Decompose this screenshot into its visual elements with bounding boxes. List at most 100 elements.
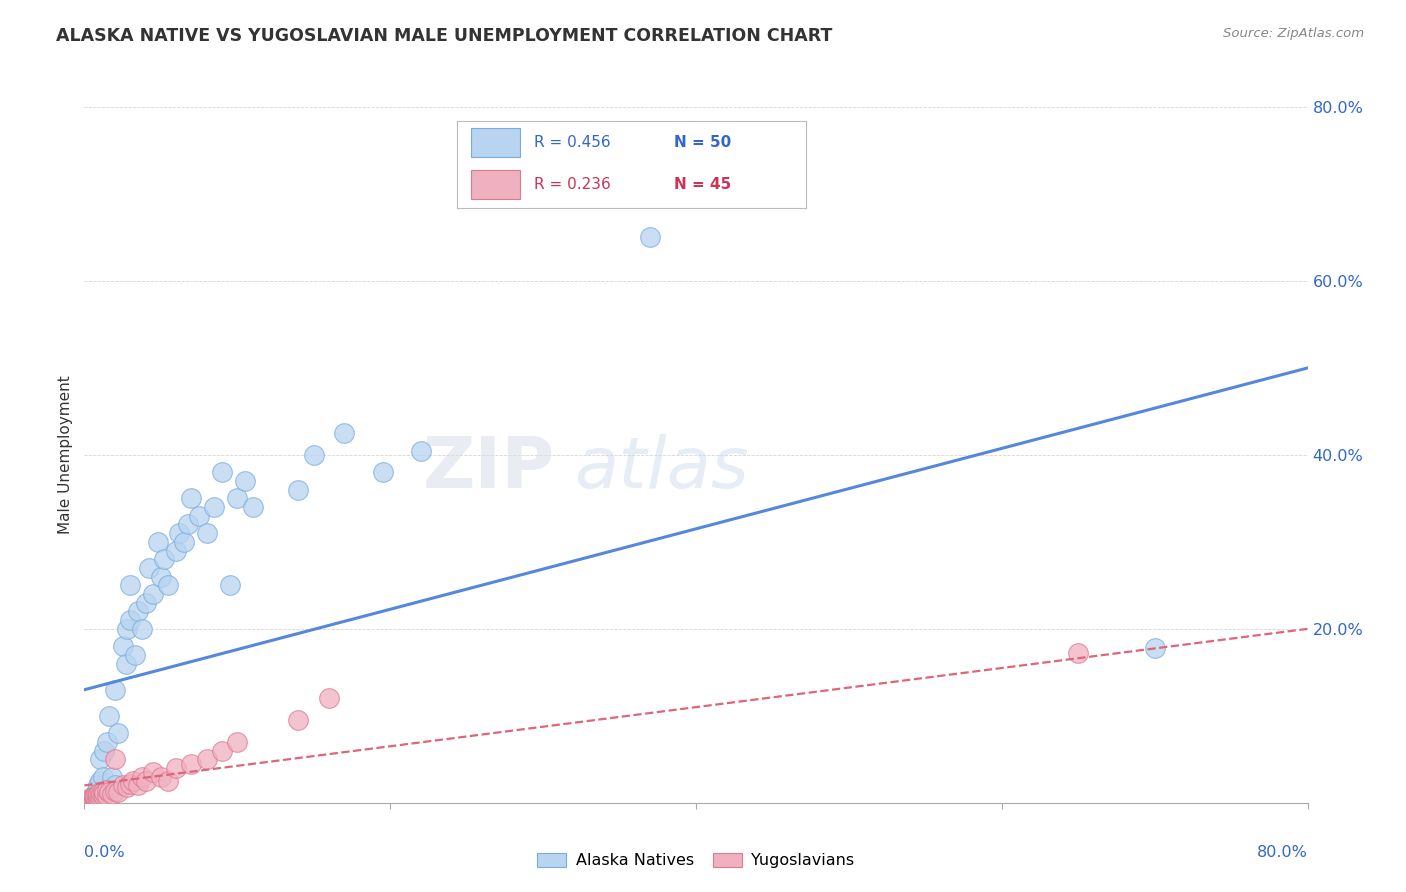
Point [107,726,129,740]
Point [195,526,218,541]
Point [173,534,195,549]
Point [180,756,202,771]
Point [84,791,107,805]
Point [226,735,249,749]
Point [167,526,190,541]
Point [287,713,309,727]
Point [101,770,124,784]
Point [80,791,103,805]
Point [142,587,165,601]
Point [90,787,112,801]
Point [104,778,127,792]
Point [115,622,138,636]
Point [111,639,134,653]
Point [180,491,202,506]
Point [142,765,165,780]
Text: atlas: atlas [574,434,748,503]
Point [188,508,211,523]
Point [287,483,309,497]
Point [77,793,100,807]
Point [120,613,142,627]
Point [127,778,149,792]
Text: 80.0%: 80.0% [1257,845,1308,860]
Point [79,792,101,806]
Text: 0.0%: 0.0% [84,845,125,860]
Point [371,466,394,480]
Point [226,491,249,506]
Point [302,448,325,462]
Point [165,543,187,558]
Point [80,790,103,805]
Point [115,780,138,794]
Point [131,770,153,784]
Point [233,474,256,488]
Point [104,752,127,766]
Point [89,774,111,789]
Point [195,752,218,766]
Point [1143,640,1166,655]
Point [120,777,142,791]
Point [89,752,111,766]
Point [202,500,225,514]
Point [76,794,98,808]
Point [146,534,169,549]
Point [84,789,107,803]
Point [84,787,107,801]
Point [79,791,101,805]
Point [120,578,142,592]
Point [149,570,172,584]
Point [80,793,103,807]
Point [96,782,118,797]
Point [104,682,127,697]
Point [93,786,115,800]
Point [93,744,115,758]
Point [86,782,108,797]
Point [87,778,110,792]
Point [122,774,145,789]
Point [153,552,176,566]
Legend: Alaska Natives, Yugoslavians: Alaska Natives, Yugoslavians [531,847,860,875]
Point [333,426,356,441]
Point [86,788,108,802]
Point [104,783,127,797]
Point [127,605,149,619]
Point [1067,646,1090,660]
Text: ZIP: ZIP [423,434,555,503]
Point [165,761,187,775]
Point [83,789,105,804]
Text: ALASKA NATIVE VS YUGOSLAVIAN MALE UNEMPLOYMENT CORRELATION CHART: ALASKA NATIVE VS YUGOSLAVIAN MALE UNEMPL… [56,27,832,45]
Point [177,517,200,532]
Point [96,735,118,749]
Point [135,774,157,789]
Point [101,787,124,801]
Point [96,782,118,797]
Y-axis label: Male Unemployment: Male Unemployment [58,376,73,534]
Point [157,578,180,592]
Point [91,784,114,798]
Point [149,770,172,784]
Point [124,648,146,662]
Point [107,785,129,799]
Point [97,785,120,799]
Point [89,785,111,799]
Point [211,466,233,480]
Point [91,770,114,784]
Point [138,561,160,575]
Point [638,230,661,244]
Point [157,774,180,789]
Point [97,708,120,723]
Point [218,578,240,592]
Point [242,500,264,514]
Point [87,789,110,804]
Point [114,657,136,671]
Point [131,622,153,636]
Point [135,596,157,610]
Point [89,789,111,803]
Point [86,790,108,805]
Point [318,691,340,706]
Text: Source: ZipAtlas.com: Source: ZipAtlas.com [1223,27,1364,40]
Point [211,744,233,758]
Point [409,443,432,458]
Point [96,789,118,803]
Point [111,778,134,792]
